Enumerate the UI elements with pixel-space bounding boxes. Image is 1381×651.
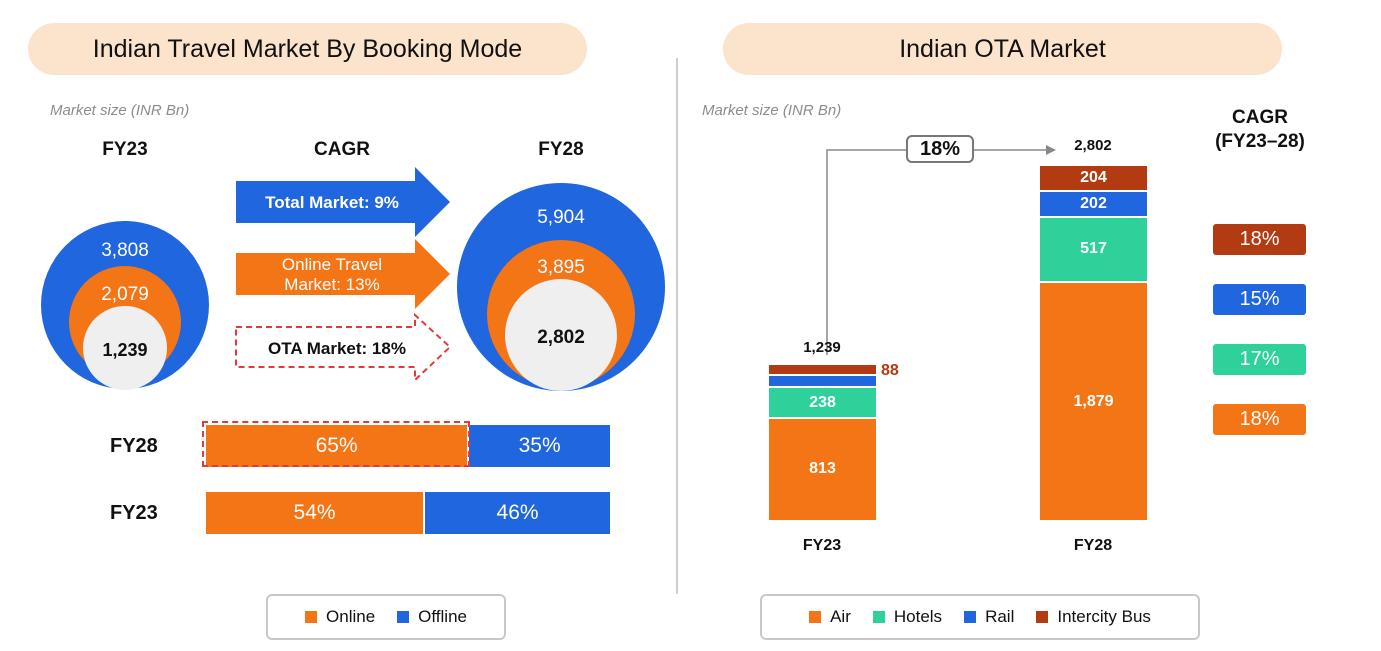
legend-air-swatch [809, 611, 822, 623]
fy23-ota-value: 1,239 [102, 340, 147, 360]
legend-offline-swatch [397, 611, 410, 623]
fy23-intercity-bus-outside-label: 88 [881, 362, 899, 379]
fy28-air-segment: 1,879 [1040, 283, 1147, 520]
cagr-air: 18% [1213, 404, 1306, 435]
legend-online-swatch [305, 611, 318, 623]
fy28-rail-segment: 202 [1040, 191, 1147, 216]
left-panel-title: Indian Travel Market By Booking Mode [28, 23, 587, 75]
fy23-offline-segment: 46% [423, 492, 610, 534]
fy23-intercity-bus-segment [769, 364, 876, 374]
left-legend: Online Offline [266, 594, 506, 640]
fy28-air-value: 1,879 [1073, 392, 1114, 410]
online-travel-cagr-label-line2: Market: 13% [284, 275, 379, 294]
legend-air-label: Air [830, 607, 851, 626]
right-panel-title: Indian OTA Market [723, 23, 1282, 75]
fy28-intercity-bus-value: 204 [1080, 168, 1107, 186]
legend-offline-label: Offline [418, 607, 467, 626]
fy23-air-value: 813 [809, 460, 836, 478]
fy28-ota-circle [505, 279, 617, 391]
cagr-title-line2: (FY23–28) [1215, 131, 1305, 152]
ota-market-cagr-label: OTA Market: 18% [268, 339, 406, 358]
fy28-axis-label: FY28 [1073, 537, 1113, 554]
fy28-share-bar: 65% 35% [206, 425, 610, 467]
legend-air: Air [809, 607, 851, 627]
total-market-cagr-label: Total Market: 9% [265, 193, 399, 212]
fy23-total-value: 3,808 [101, 240, 149, 261]
cagr-rail: 15% [1213, 284, 1306, 315]
fy28-rail-value: 202 [1080, 194, 1107, 212]
cagr-hotels: 17% [1213, 344, 1306, 375]
fy23-online-segment: 54% [206, 492, 424, 534]
fy23-hotels-value: 238 [809, 393, 836, 411]
fy23-online-value: 2,079 [101, 284, 149, 305]
cagr-header: CAGR [314, 139, 370, 160]
legend-intercity-bus-swatch [1036, 611, 1049, 623]
legend-rail: Rail [964, 607, 1014, 627]
legend-hotels-swatch [872, 611, 885, 623]
total-market-arrow [236, 167, 450, 237]
legend-intercity-bus-label: Intercity Bus [1057, 607, 1151, 626]
fy23-row-label: FY23 [110, 502, 158, 524]
fy23-hotels-segment: 238 [769, 388, 876, 417]
fy28-total-label: 2,802 [1074, 137, 1112, 154]
left-market-size-note: Market size (INR Bn) [50, 102, 190, 119]
fy28-online-value: 3,895 [537, 257, 585, 278]
legend-hotels-label: Hotels [893, 607, 943, 626]
online-travel-arrow [236, 239, 450, 309]
cagr-title-line1: CAGR [1232, 107, 1288, 128]
cagr-column-title: CAGR (FY23–28) [1200, 106, 1320, 154]
fy28-hotels-value: 517 [1080, 240, 1107, 258]
connector-line-left [826, 149, 908, 355]
legend-rail-label: Rail [985, 607, 1015, 626]
fy28-hotels-segment: 517 [1040, 217, 1147, 282]
ota-growth-badge: 18% [906, 135, 974, 163]
legend-rail-swatch [964, 611, 977, 623]
ota-market-arrow [235, 312, 452, 383]
cagr-intercity-bus: 18% [1213, 224, 1306, 255]
fy28-ota-value: 2,802 [537, 327, 585, 348]
legend-online-label: Online [326, 607, 376, 626]
legend-online: Online [305, 607, 375, 627]
fy28-online-segment: 65% [206, 425, 468, 467]
fy23-header: FY23 [102, 139, 148, 160]
fy28-intercity-bus-segment: 204 [1040, 166, 1147, 190]
right-market-size-note: Market size (INR Bn) [702, 102, 842, 119]
fy23-air-segment: 813 [769, 418, 876, 520]
growth-connector [826, 145, 1056, 355]
legend-hotels: Hotels [872, 607, 943, 627]
connector-arrowhead [1046, 145, 1056, 155]
nested-circles-chart: 3,808 2,079 1,239 5,904 3,895 2,802 Tota… [41, 167, 665, 391]
fy23-share-bar: 54% 46% [206, 492, 610, 534]
fy23-rail-segment [769, 375, 876, 387]
fy28-total-value: 5,904 [537, 207, 585, 228]
fy28-row-label: FY28 [110, 435, 158, 457]
fy23-ota-circle [83, 306, 167, 390]
online-travel-cagr-label-line1: Online Travel [282, 255, 382, 274]
fy28-offline-segment: 35% [467, 425, 610, 467]
fy23-total-label: 1,239 [803, 339, 841, 356]
legend-intercity-bus: Intercity Bus [1036, 607, 1151, 627]
fy23-axis-label: FY23 [802, 537, 842, 554]
fy28-header: FY28 [538, 139, 584, 160]
fy28-online-highlight [202, 421, 470, 467]
right-legend: Air Hotels Rail Intercity Bus [760, 594, 1200, 640]
panel-divider [676, 58, 678, 594]
legend-offline: Offline [397, 607, 467, 627]
